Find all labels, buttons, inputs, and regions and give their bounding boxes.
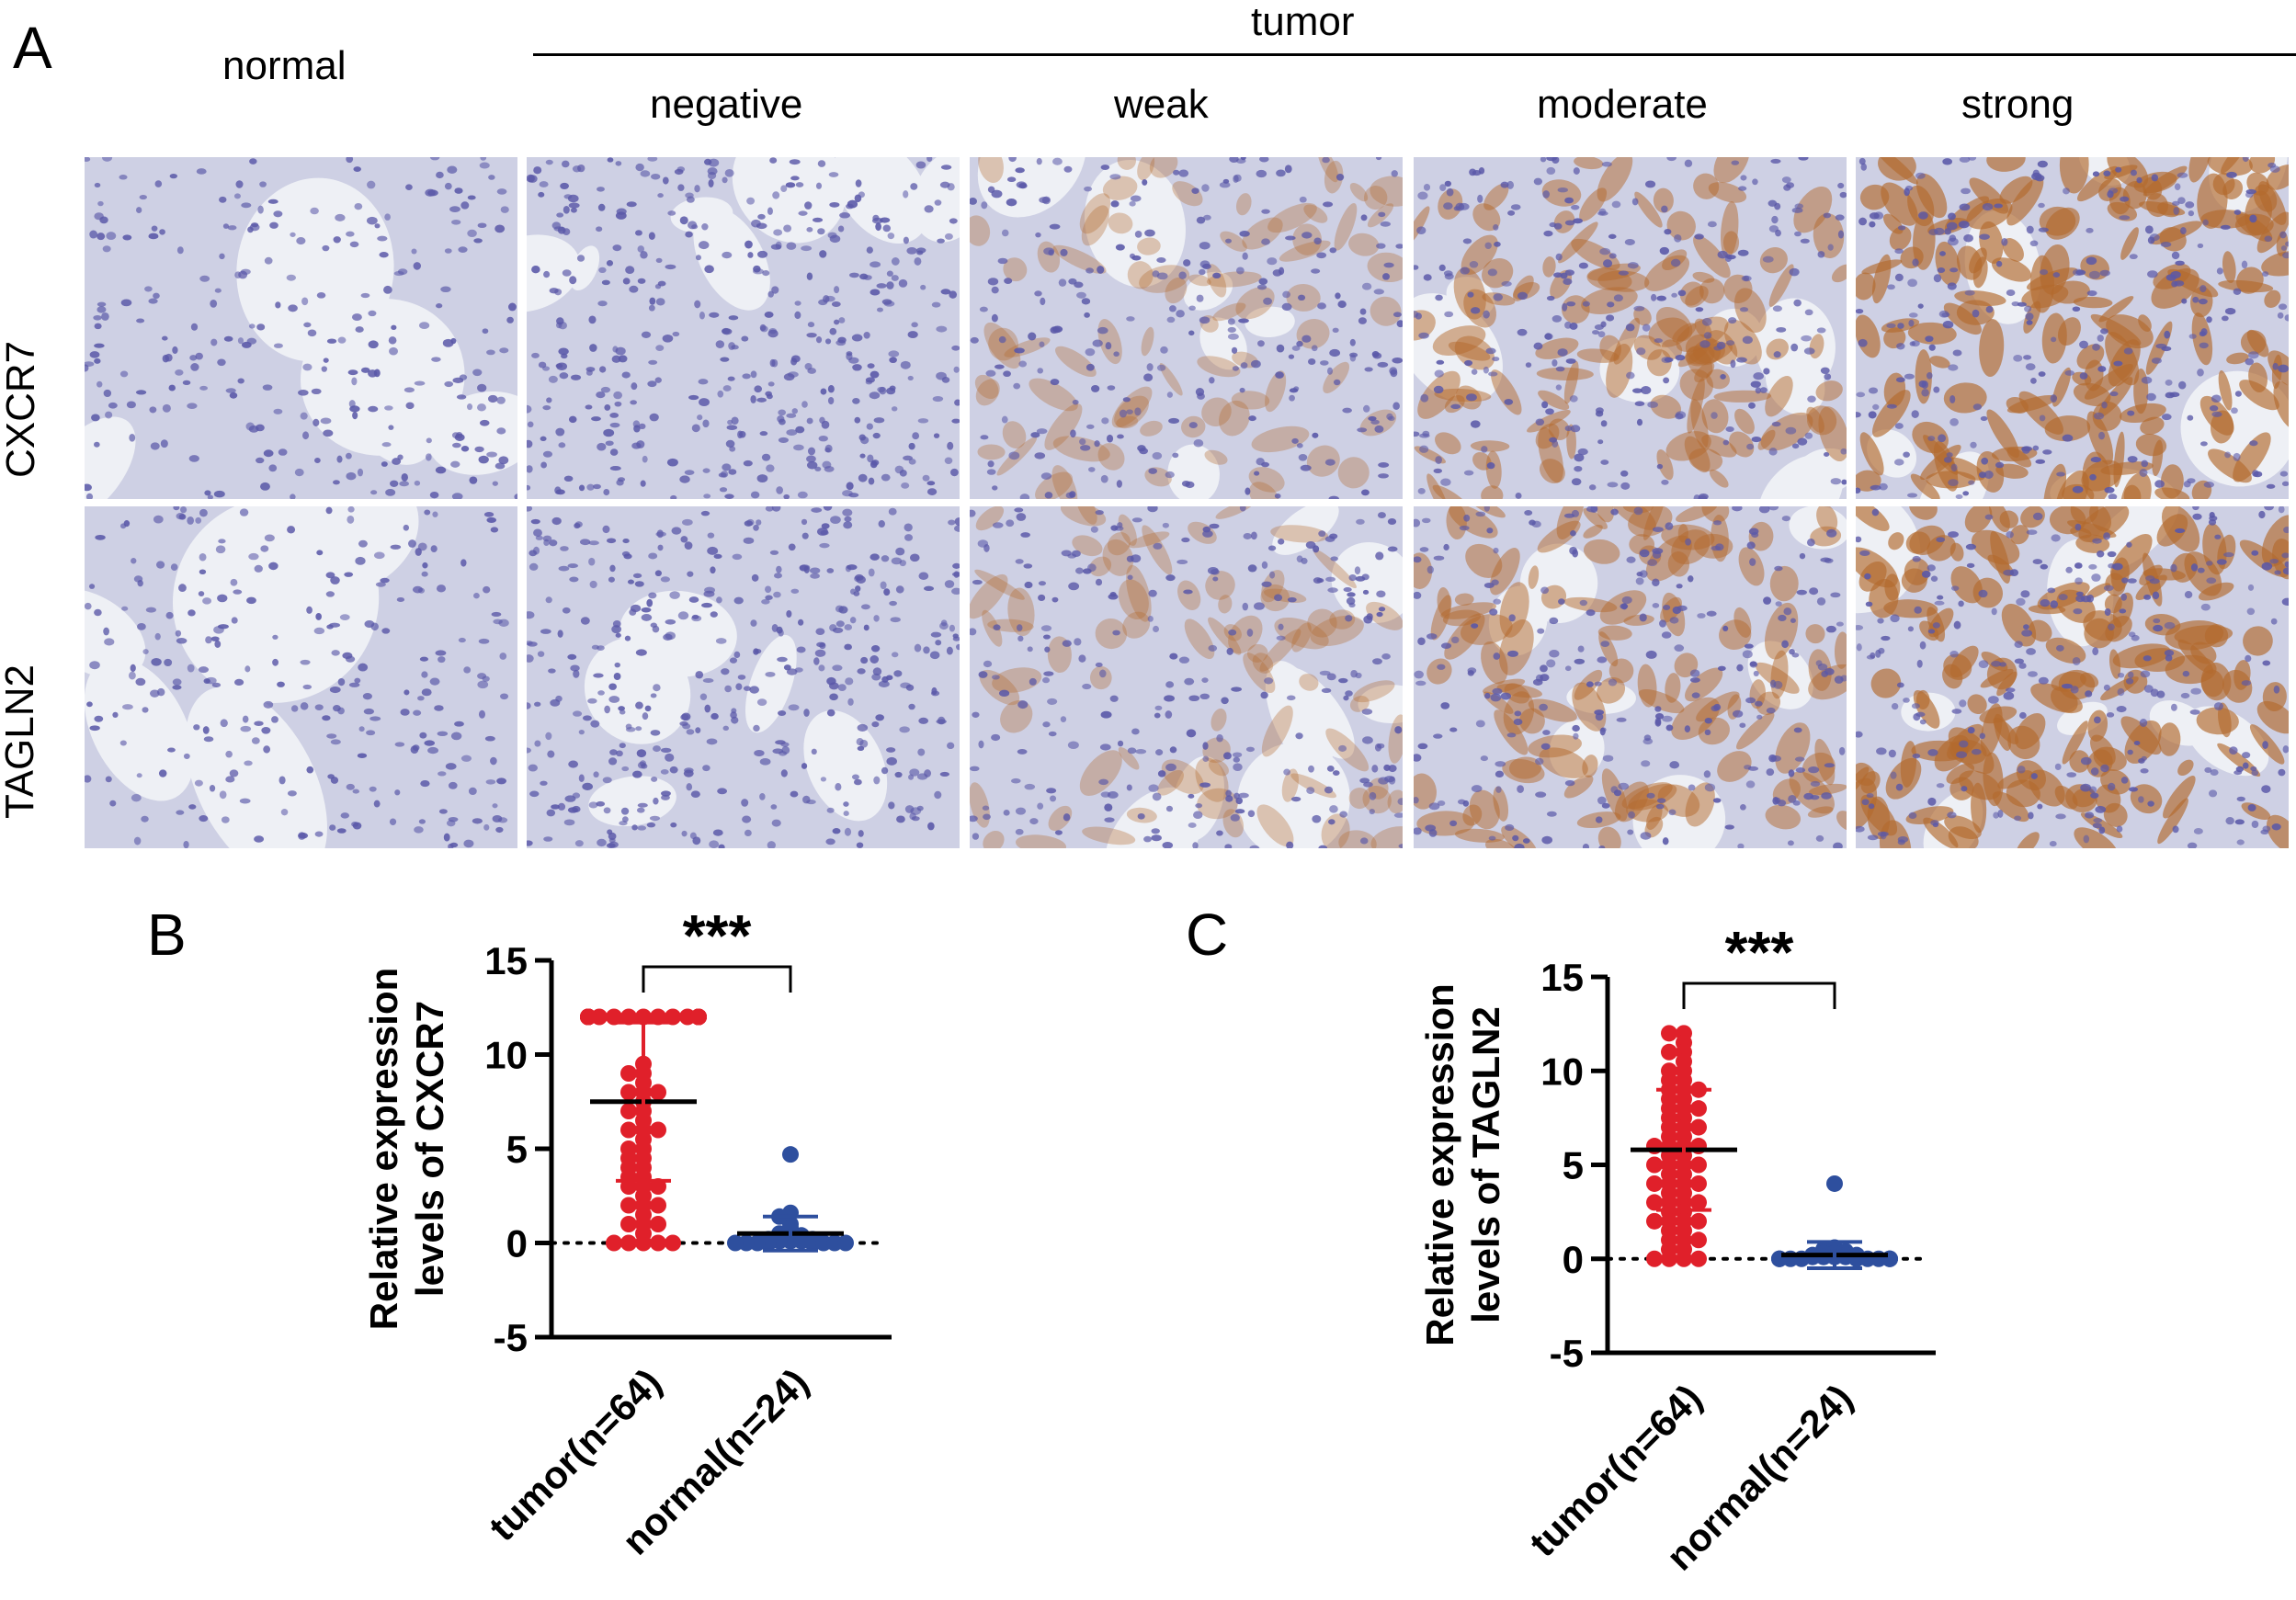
panel-c-label: C — [1186, 902, 1229, 968]
micrograph-tagln2-weak — [970, 506, 1403, 848]
cxcr7-tumor-point-60 — [620, 1234, 637, 1252]
cxcr7-tumor-point-61 — [650, 1234, 666, 1252]
tagln2-tumor-point-52 — [1646, 1212, 1663, 1230]
micrograph-tagln2-normal — [85, 506, 517, 848]
cxcr7-significance-stars: *** — [683, 902, 752, 969]
column-header-moderate-text: moderate — [1537, 82, 1708, 127]
tagln2-tumor-point-33 — [1690, 1156, 1707, 1174]
tagln2-significance-bracket — [1682, 982, 1836, 1009]
column-header-weak-text: weak — [1114, 82, 1209, 127]
tagln2-tumor-point-34 — [1646, 1156, 1663, 1174]
tagln2-tumor-point-46 — [1646, 1194, 1663, 1211]
micrograph-grid — [85, 157, 2289, 848]
micrograph-cxcr7-strong — [1856, 157, 2289, 499]
tagln2-tumor-point-60 — [1676, 1250, 1692, 1267]
cxcr7-tumor-point-36 — [620, 1121, 637, 1139]
tagln2-significance-stars: *** — [1725, 919, 1794, 985]
tumor-header-text: tumor — [1251, 0, 1355, 44]
tagln2-tumor-point-22 — [1690, 1118, 1707, 1136]
cxcr7-normal-point-23 — [837, 1234, 854, 1252]
cxcr7-ylabel: Relative expressionlevels of CXCR7 — [362, 968, 451, 1331]
cxcr7-normal-point-22 — [727, 1234, 744, 1252]
cxcr7-tumor-point-26 — [620, 1065, 637, 1082]
cxcr7-significance-bracket — [642, 965, 792, 993]
cxcr7-ytick-label-3: 10 — [484, 1034, 528, 1077]
micrograph-cxcr7-negative — [527, 157, 960, 499]
micrograph-tagln2-strong — [1856, 506, 2289, 848]
cxcr7-tumor-point-22 — [690, 1008, 707, 1026]
cxcr7-tumor-point-59 — [635, 1234, 652, 1252]
cxcr7-tumor-point-29 — [620, 1084, 637, 1101]
cxcr7-tumor-point-33 — [620, 1103, 637, 1119]
cxcr7-tumor-point-37 — [650, 1121, 666, 1139]
cxcr7-dot-plot: -5 0 5 10 15 Relative expressionlevels of CXC… — [362, 902, 892, 1563]
tagln2-ytick-label-0: -5 — [1550, 1332, 1584, 1375]
tagln2-tumor-point-1 — [1661, 1025, 1677, 1042]
tagln2-normal-point-0 — [1826, 1174, 1843, 1192]
cxcr7-tumor-point-52 — [620, 1197, 637, 1214]
micrograph-tagln2-moderate — [1414, 506, 1847, 848]
cxcr7-ytick-label-1: 0 — [506, 1222, 528, 1265]
tagln2-tumor-point-45 — [1690, 1194, 1707, 1211]
tagln2-tumor-point-63 — [1646, 1250, 1663, 1267]
cxcr7-normal-point-0 — [782, 1146, 799, 1163]
tagln2-ylabel: Relative expressionlevels of TAGLN2 — [1418, 983, 1507, 1346]
cxcr7-tumor-point-53 — [650, 1197, 666, 1214]
tagln2-ytick-label-3: 10 — [1540, 1050, 1584, 1093]
cxcr7-tumor-point-62 — [606, 1234, 622, 1252]
cxcr7-tumor-point-63 — [665, 1234, 681, 1252]
micrograph-cxcr7-normal — [85, 157, 517, 499]
panel-b-label: B — [147, 902, 187, 968]
cxcr7-tumor-point-30 — [650, 1084, 666, 1101]
tagln2-tumor-point-4 — [1661, 1043, 1677, 1061]
cxcr7-tumor-point-57 — [650, 1216, 666, 1232]
cxcr7-tumor-point-56 — [620, 1216, 637, 1232]
micrograph-cxcr7-weak — [970, 157, 1403, 499]
tagln2-tumor-point-57 — [1690, 1231, 1707, 1249]
tagln2-tumor-point-39 — [1690, 1174, 1707, 1192]
cxcr7-ytick-label-4: 15 — [484, 939, 528, 982]
tumor-bracket-line — [533, 53, 2296, 56]
panel-a-label: A — [13, 15, 52, 81]
cxcr7-ytick-label-2: 5 — [506, 1128, 528, 1171]
column-header-negative-text: negative — [650, 82, 803, 127]
tagln2-tumor-point-61 — [1661, 1250, 1677, 1267]
micrograph-cxcr7-moderate — [1414, 157, 1847, 499]
tagln2-ytick-label-4: 15 — [1540, 956, 1584, 999]
normal-header-text: normal — [222, 43, 347, 88]
tagln2-tumor-point-40 — [1646, 1174, 1663, 1192]
tagln2-ytick-label-1: 0 — [1563, 1238, 1584, 1281]
column-header-strong-text: strong — [1961, 82, 2074, 127]
cxcr7-ytick-label-0: -5 — [494, 1316, 528, 1359]
tagln2-dot-plot: -5 0 5 10 15 Relative expressionlevels of TAG… — [1418, 919, 1936, 1579]
tagln2-tumor-point-62 — [1690, 1250, 1707, 1267]
tagln2-ytick-label-2: 5 — [1563, 1144, 1584, 1187]
micrograph-tagln2-negative — [527, 506, 960, 848]
tagln2-tumor-point-17 — [1690, 1100, 1707, 1118]
tagln2-tumor-point-51 — [1690, 1212, 1707, 1230]
cxcr7-tumor-point-23 — [580, 1008, 597, 1026]
